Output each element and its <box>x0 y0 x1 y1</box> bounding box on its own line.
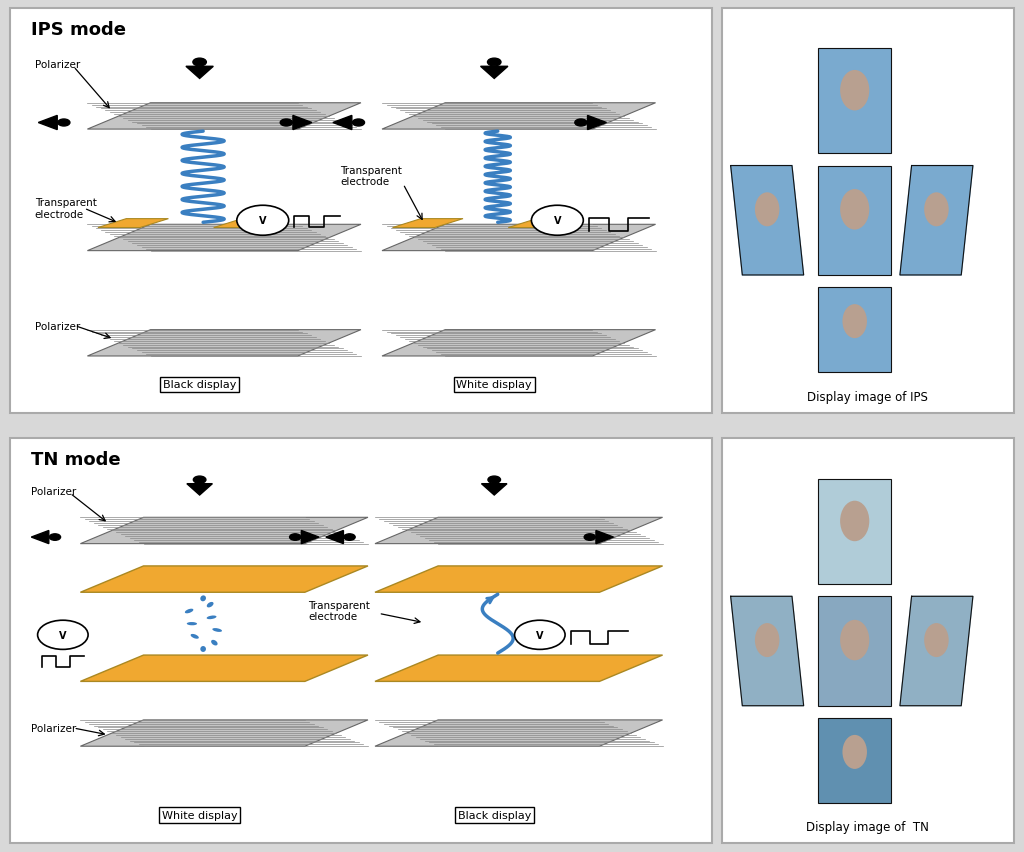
Circle shape <box>281 120 293 127</box>
Polygon shape <box>900 166 973 276</box>
Text: White display: White display <box>162 810 238 820</box>
Circle shape <box>840 501 869 542</box>
Ellipse shape <box>207 616 216 619</box>
Circle shape <box>843 305 867 339</box>
Text: Black display: Black display <box>163 380 237 390</box>
Circle shape <box>925 624 948 658</box>
Polygon shape <box>333 116 352 130</box>
Text: Display image of IPS: Display image of IPS <box>807 390 929 403</box>
Polygon shape <box>382 104 655 130</box>
Polygon shape <box>87 225 361 251</box>
Polygon shape <box>731 596 804 705</box>
FancyBboxPatch shape <box>722 9 1014 413</box>
Bar <box>818 288 891 373</box>
Polygon shape <box>87 331 361 356</box>
Text: Polarizer: Polarizer <box>35 321 80 331</box>
Polygon shape <box>186 484 212 496</box>
Circle shape <box>755 624 779 658</box>
Polygon shape <box>900 596 973 705</box>
Circle shape <box>925 193 948 227</box>
Text: V: V <box>59 630 67 640</box>
Circle shape <box>574 120 587 127</box>
Polygon shape <box>731 166 804 276</box>
Polygon shape <box>80 518 368 544</box>
Polygon shape <box>80 567 368 593</box>
Text: TN mode: TN mode <box>32 451 121 469</box>
Circle shape <box>840 71 869 112</box>
Circle shape <box>487 59 501 66</box>
Text: Polarizer: Polarizer <box>32 486 77 497</box>
Text: Polarizer: Polarizer <box>32 723 77 733</box>
Ellipse shape <box>207 602 214 607</box>
Ellipse shape <box>190 634 199 639</box>
Bar <box>818 718 891 803</box>
Polygon shape <box>326 531 343 544</box>
Circle shape <box>531 206 584 236</box>
Circle shape <box>352 120 365 127</box>
Polygon shape <box>98 219 168 228</box>
Text: Polarizer: Polarizer <box>35 60 80 70</box>
Circle shape <box>38 620 88 649</box>
FancyBboxPatch shape <box>10 439 712 843</box>
Ellipse shape <box>211 640 218 646</box>
Text: V: V <box>537 630 544 640</box>
Circle shape <box>515 620 565 649</box>
Polygon shape <box>80 720 368 746</box>
Polygon shape <box>80 655 368 682</box>
Polygon shape <box>375 720 663 746</box>
Text: Transparent
electrode: Transparent electrode <box>35 198 96 220</box>
Ellipse shape <box>201 647 206 652</box>
Text: Transparent
electrode: Transparent electrode <box>340 165 401 187</box>
Ellipse shape <box>185 609 194 613</box>
Ellipse shape <box>212 628 222 632</box>
Polygon shape <box>588 116 606 130</box>
Polygon shape <box>301 531 318 544</box>
Polygon shape <box>480 67 508 79</box>
Circle shape <box>840 190 869 230</box>
Circle shape <box>237 206 289 236</box>
Ellipse shape <box>186 622 197 625</box>
Text: Transparent
electrode: Transparent electrode <box>308 600 371 622</box>
Circle shape <box>755 193 779 227</box>
Bar <box>818 166 891 276</box>
Circle shape <box>194 476 206 484</box>
FancyBboxPatch shape <box>10 9 712 413</box>
Circle shape <box>193 59 207 66</box>
Circle shape <box>49 534 60 541</box>
Polygon shape <box>32 531 49 544</box>
Polygon shape <box>481 484 507 496</box>
Circle shape <box>488 476 501 484</box>
Polygon shape <box>508 219 579 228</box>
Circle shape <box>840 620 869 660</box>
Text: IPS mode: IPS mode <box>32 20 126 38</box>
Text: Display image of  TN: Display image of TN <box>807 820 929 833</box>
Bar <box>818 49 891 154</box>
Polygon shape <box>375 518 663 544</box>
Polygon shape <box>38 116 57 130</box>
Circle shape <box>290 534 301 541</box>
Polygon shape <box>382 331 655 356</box>
Circle shape <box>843 735 867 769</box>
Polygon shape <box>186 67 213 79</box>
Ellipse shape <box>201 596 206 602</box>
Text: V: V <box>259 216 266 226</box>
Circle shape <box>585 534 595 541</box>
Polygon shape <box>375 655 663 682</box>
Polygon shape <box>596 531 613 544</box>
Polygon shape <box>214 219 284 228</box>
Bar <box>818 479 891 584</box>
Text: White display: White display <box>457 380 532 390</box>
Polygon shape <box>87 104 361 130</box>
Circle shape <box>57 120 70 127</box>
Text: V: V <box>554 216 561 226</box>
FancyBboxPatch shape <box>722 439 1014 843</box>
Circle shape <box>344 534 355 541</box>
Text: Black display: Black display <box>458 810 530 820</box>
Polygon shape <box>382 225 655 251</box>
Polygon shape <box>375 567 663 593</box>
Polygon shape <box>392 219 463 228</box>
Polygon shape <box>293 116 312 130</box>
Bar <box>818 596 891 705</box>
